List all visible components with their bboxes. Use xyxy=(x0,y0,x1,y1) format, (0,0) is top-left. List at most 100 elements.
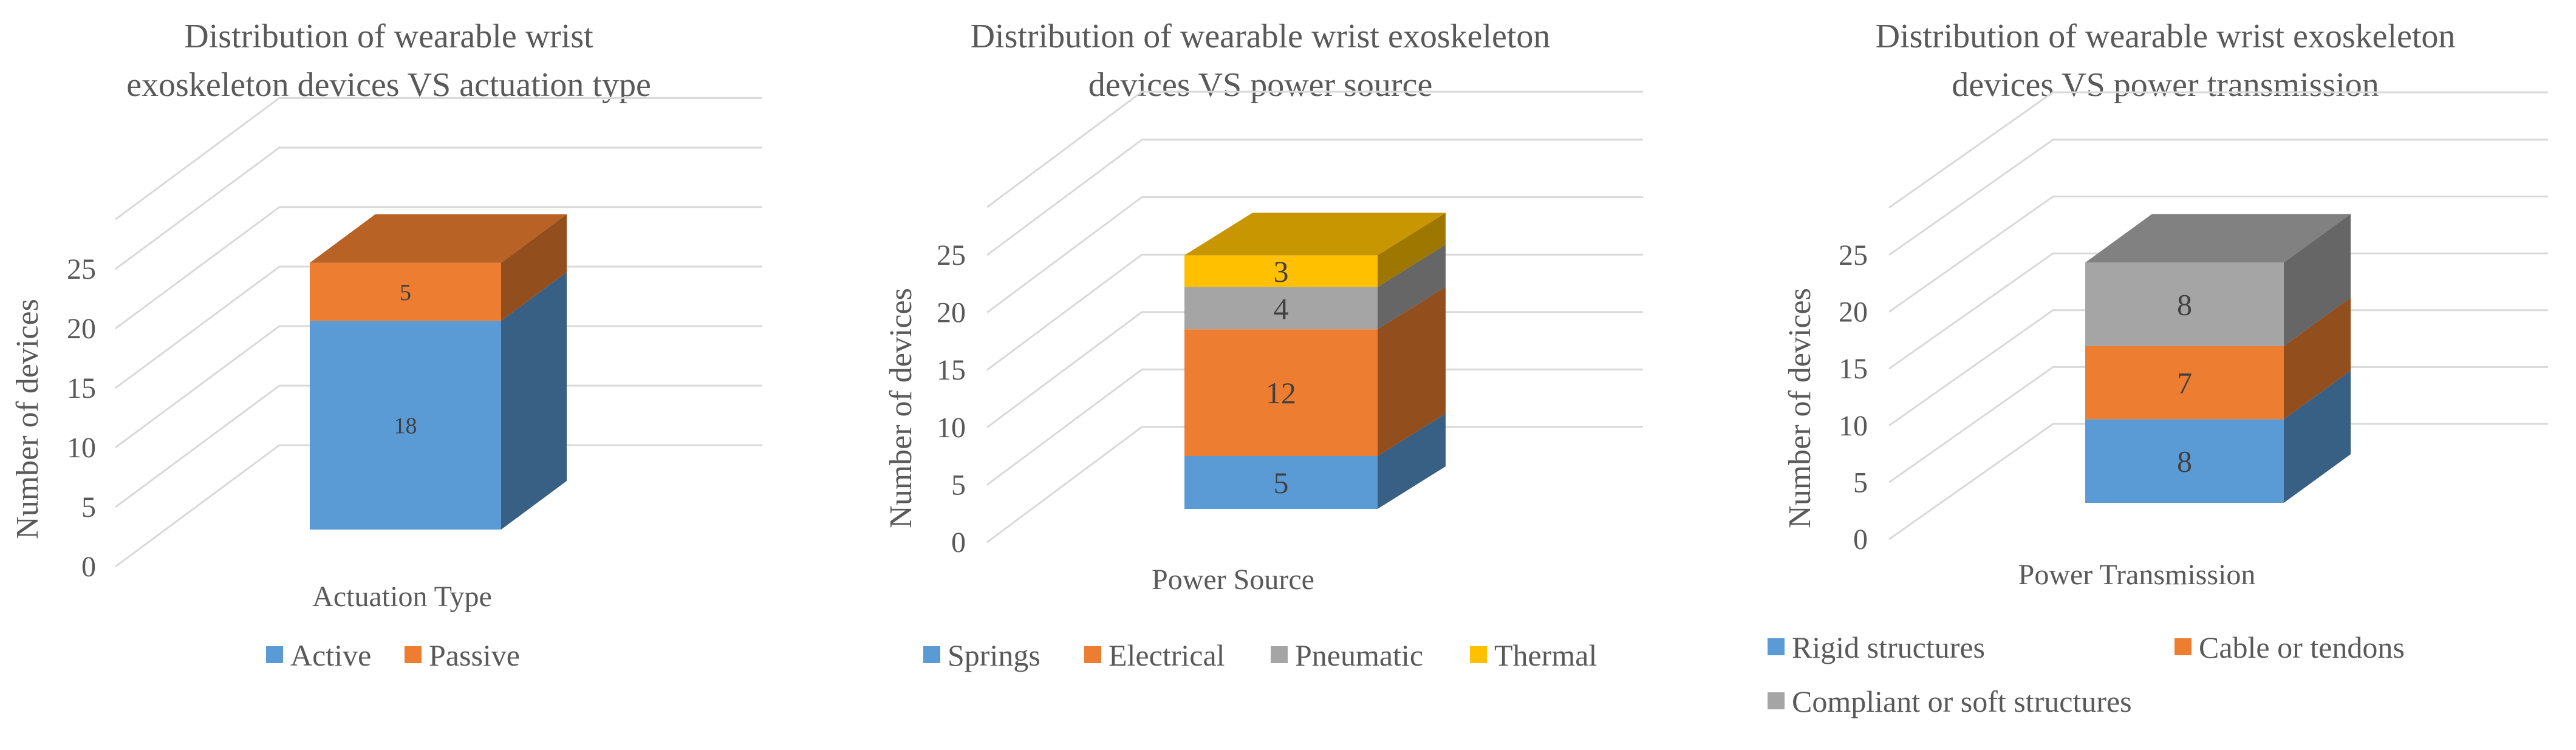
gridline xyxy=(115,97,762,220)
legend-swatch xyxy=(1084,646,1101,663)
gridline xyxy=(1888,366,2548,483)
legend-swatch xyxy=(1768,638,1785,655)
chart-title-line: Distribution of wearable wrist exoskelet… xyxy=(1876,18,2456,55)
legend-item-cable-or-tendons: Cable or tendons xyxy=(2175,630,2405,664)
bar-segment-pneumatic xyxy=(1184,287,1378,330)
legend-label: Pneumatic xyxy=(1295,638,1423,672)
legend-swatch xyxy=(2175,638,2192,655)
gridline xyxy=(1888,196,2548,313)
legend-item-thermal: Thermal xyxy=(1470,638,1597,672)
y-tick-label: 0 xyxy=(81,551,96,583)
legend: Springs Electrical Pneumatic Thermal xyxy=(923,638,1597,672)
y-tick-label: 15 xyxy=(67,372,96,404)
bar-segment-cable-or-tendons xyxy=(2085,346,2284,420)
data-label: 5 xyxy=(1274,466,1289,500)
gridline xyxy=(1888,91,2548,209)
data-label: 4 xyxy=(1274,291,1289,326)
legend-item-passive: Passive xyxy=(405,638,520,672)
legend-item-active: Active xyxy=(266,638,371,672)
y-axis-label: Number of devices xyxy=(10,299,45,539)
y-tick-label: 15 xyxy=(1839,353,1868,385)
bar-segment-thermal-side xyxy=(1378,213,1446,287)
legend-label: Cable or tendons xyxy=(2199,630,2405,664)
x-axis-label: Power Source xyxy=(1152,564,1314,596)
y-axis-label: Number of devices xyxy=(884,288,918,528)
bar-segment-springs xyxy=(1184,456,1378,509)
legend: Rigid structures Cable or tendons Complian… xyxy=(1768,630,2405,718)
gridlines xyxy=(1888,91,2548,540)
stacked-bar: 8 7 8 xyxy=(2085,214,2351,503)
data-label: 5 xyxy=(400,280,411,305)
legend-swatch xyxy=(923,646,940,663)
bar-segment-passive-top xyxy=(310,214,567,263)
gridline xyxy=(115,206,762,330)
bar-segment-thermal-top xyxy=(1184,213,1446,256)
gridline xyxy=(986,311,1643,429)
y-tick-label: 0 xyxy=(1853,523,1868,556)
x-axis-label: Actuation Type xyxy=(312,581,492,613)
chart-2: Distribution of wearable wrist exoskelet… xyxy=(884,18,1643,672)
legend-item-rigid-structures: Rigid structures xyxy=(1768,630,1985,664)
legend-swatch xyxy=(266,646,283,663)
y-tick-label: 25 xyxy=(67,253,96,285)
chart-3: Distribution of wearable wrist exoskelet… xyxy=(1768,18,2548,718)
bar-segment-rigid-structures xyxy=(2085,419,2284,503)
chart-1: Distribution of wearable wristexoskeleto… xyxy=(10,18,762,672)
gridline xyxy=(986,90,1643,208)
legend-item-pneumatic: Pneumatic xyxy=(1271,638,1423,672)
legend: Active Passive xyxy=(266,638,520,672)
data-label: 3 xyxy=(1274,254,1289,288)
gridline xyxy=(115,325,762,449)
bar-segment-active-side xyxy=(501,272,567,530)
y-axis-label: Number of devices xyxy=(1783,288,1817,528)
legend-label: Passive xyxy=(429,638,520,672)
legend-item-springs: Springs xyxy=(923,638,1040,672)
data-label: 7 xyxy=(2177,366,2192,400)
gridline xyxy=(115,384,762,508)
bar-segment-active xyxy=(310,321,501,530)
y-tick-label: 25 xyxy=(937,239,966,271)
gridline xyxy=(1888,252,2548,370)
chart-title-line: devices VS power source xyxy=(1088,66,1433,104)
bar-segment-compliant-or-soft-structures xyxy=(2085,262,2284,346)
y-tick-label: 15 xyxy=(937,354,966,386)
y-tick-label: 5 xyxy=(81,491,96,523)
x-axis-label: Power Transmission xyxy=(2018,559,2256,591)
bar-segment-compliant-or-soft-structures-side xyxy=(2284,214,2351,346)
data-label: 8 xyxy=(2177,288,2192,322)
gridline xyxy=(115,265,762,389)
data-label: 8 xyxy=(2177,445,2192,479)
bar-segment-springs-side xyxy=(1378,414,1446,509)
bar-segment-passive-side xyxy=(501,214,567,321)
legend-item-compliant-or-soft-structures: Compliant or soft structures xyxy=(1768,684,2132,718)
y-tick-label: 10 xyxy=(67,432,96,464)
gridlines xyxy=(115,97,762,568)
bar-segment-pneumatic-side xyxy=(1378,244,1446,330)
data-label: 18 xyxy=(394,413,417,438)
bar-segment-electrical xyxy=(1184,329,1378,456)
bar-segment-electrical-side xyxy=(1378,287,1446,456)
y-tick-label: 5 xyxy=(1853,466,1868,499)
stacked-bar: 5 12 43 xyxy=(1184,213,1446,509)
gridline xyxy=(986,368,1643,486)
bar-segment-thermal xyxy=(1184,255,1378,287)
legend-swatch xyxy=(1768,692,1785,709)
gridline xyxy=(986,196,1643,313)
legend-label: Rigid structures xyxy=(1792,630,1985,664)
gridline xyxy=(1888,423,2548,540)
legend-label: Compliant or soft structures xyxy=(1792,684,2132,718)
y-tick-label: 10 xyxy=(937,412,966,444)
chart-title-line: Distribution of wearable wrist xyxy=(184,18,593,55)
bar-segment-passive xyxy=(310,262,501,321)
gridline xyxy=(115,146,762,270)
y-tick-label: 20 xyxy=(67,313,96,345)
legend-label: Springs xyxy=(948,638,1040,672)
gridline xyxy=(986,138,1643,256)
y-tick-label: 10 xyxy=(1839,410,1868,442)
legend-label: Thermal xyxy=(1494,638,1597,672)
y-tick-label: 20 xyxy=(937,297,966,329)
gridline xyxy=(986,253,1643,371)
gridline xyxy=(115,444,762,568)
legend-label: Active xyxy=(290,638,371,672)
